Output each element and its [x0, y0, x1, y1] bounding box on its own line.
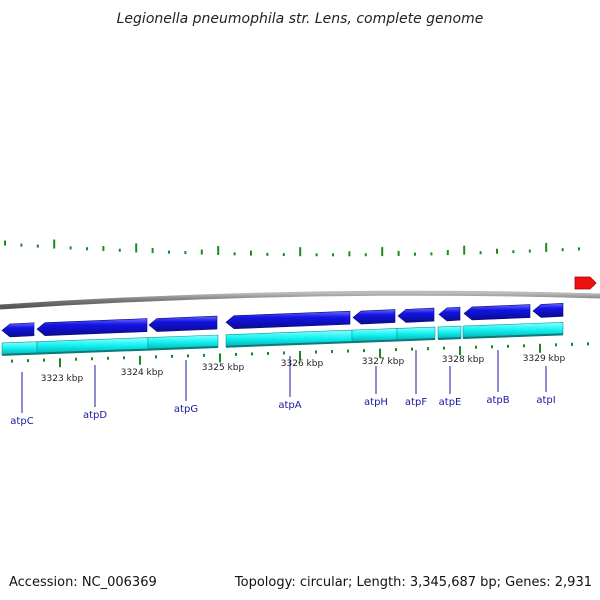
gene-forward-atpC[interactable]: [1, 322, 35, 338]
gene-reverse-edge: [351, 339, 398, 344]
forward-strand-genes: [1, 303, 564, 338]
map-title: Legionella pneumophila str. Lens, comple…: [117, 11, 484, 27]
scale-tick-label: 3327 kbp: [362, 357, 405, 367]
scale-tick-label: 3323 kbp: [41, 374, 84, 384]
scale-tick-label: 3324 kbp: [121, 368, 164, 378]
gc-content-ticks: [4, 239, 580, 257]
scale-tick-label: 3325 kbp: [202, 363, 245, 373]
scale-tick-label: 3328 kbp: [442, 355, 485, 365]
gene-reverse-edge: [1, 352, 38, 356]
genome-backbone: [0, 290, 600, 310]
gene-reverse-segment[interactable]: [437, 325, 462, 340]
gene-reverse-edge: [396, 338, 436, 342]
gene-label-atpG[interactable]: atpG: [174, 404, 198, 415]
topology-summary: Topology: circular; Length: 3,345,687 bp…: [234, 575, 592, 590]
gene-forward-atpA[interactable]: [225, 310, 351, 330]
red-arrow-icon[interactable]: [574, 276, 597, 290]
gene-forward-atpD[interactable]: [36, 318, 148, 336]
gene-label-atpA[interactable]: atpA: [278, 400, 301, 411]
gene-forward-atpE[interactable]: [438, 306, 461, 322]
gene-forward-atpH[interactable]: [352, 309, 396, 325]
gene-labels: atpC atpD atpG atpA atpH atpF atpE atpB atpI: [10, 350, 556, 427]
gene-label-atpD[interactable]: atpD: [83, 410, 107, 421]
gene-reverse-edge: [437, 337, 462, 340]
gene-label-atpF[interactable]: atpF: [405, 397, 427, 408]
gene-reverse-edge: [36, 348, 149, 355]
gene-forward-atpB[interactable]: [463, 304, 531, 321]
scale-ticks: [11, 342, 589, 368]
scale-tick-label: 3329 kbp: [523, 354, 566, 364]
gene-reverse-edge: [147, 346, 219, 351]
scale-tick-label: 3326 kbp: [281, 359, 324, 369]
gene-forward-atpG[interactable]: [148, 315, 218, 332]
gene-label-atpH[interactable]: atpH: [364, 397, 388, 408]
gene-reverse-edge: [462, 333, 564, 340]
accession-text: Accession: NC_006369: [9, 575, 157, 590]
scale-tick-labels: 3323 kbp 3324 kbp 3325 kbp 3326 kbp 3327 kbp…: [41, 354, 566, 384]
gene-label-atpB[interactable]: atpB: [486, 395, 509, 406]
gene-forward-atpI[interactable]: [532, 303, 564, 318]
gene-label-atpC[interactable]: atpC: [10, 416, 33, 427]
gene-label-atpE[interactable]: atpE: [439, 397, 462, 408]
reverse-strand-genes: [1, 322, 564, 356]
gene-reverse-edge: [225, 341, 353, 348]
gene-label-atpI[interactable]: atpI: [536, 395, 555, 406]
gene-forward-atpF[interactable]: [397, 307, 435, 323]
